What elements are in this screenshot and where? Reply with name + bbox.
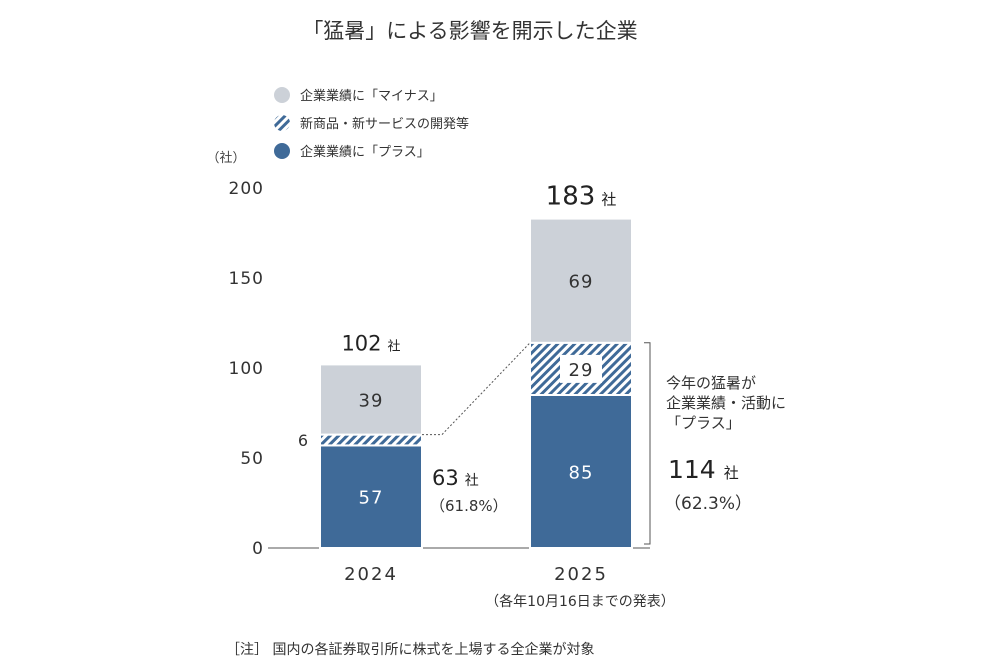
footnote: ［注］ 国内の各証券取引所に株式を上場する全企業が対象 <box>226 641 594 658</box>
y-tick-label: 0 <box>252 539 264 559</box>
bracket <box>644 342 651 545</box>
total-label: 102 社 <box>341 331 400 355</box>
legend-swatch <box>274 143 290 159</box>
subtotal-percent: （61.8%） <box>430 497 508 515</box>
bar-segment <box>319 433 423 447</box>
bracket-label: 企業業績・活動に <box>666 394 786 412</box>
subtotal-value: 114 社 <box>668 455 739 484</box>
data-label-box <box>560 354 602 383</box>
x-axis-note: （各年10月16日までの発表） <box>485 594 675 610</box>
legend-label: 企業業績に「プラス」 <box>300 144 430 160</box>
data-label: 85 <box>569 463 594 484</box>
y-axis: 0 50 100 150 200 <box>229 179 264 559</box>
bar-segment <box>319 363 423 436</box>
data-label: 39 <box>359 391 384 412</box>
data-label: 57 <box>359 488 384 509</box>
y-tick-label: 150 <box>229 269 264 289</box>
bracket-label: 「プラス」 <box>666 414 741 432</box>
subtotal-percent: （62.3%） <box>664 494 752 514</box>
bars: 57 6 39 2024 102 社 85 29 69 2025 183 社 <box>298 182 633 585</box>
y-axis-unit: （社） <box>206 150 245 166</box>
connector-line <box>422 342 531 436</box>
data-label: 29 <box>569 360 594 381</box>
legend-label: 新商品・新サービスの開発等 <box>300 116 469 132</box>
bar-segment <box>529 217 633 344</box>
subtotal-value: 63 社 <box>432 466 479 490</box>
chart-title: 「猛暑」による影響を開示した企業 <box>302 19 637 43</box>
y-tick-label: 100 <box>229 359 264 379</box>
bar-segment <box>319 444 423 549</box>
data-label: 6 <box>298 431 308 450</box>
data-label: 69 <box>569 272 594 293</box>
legend-swatch <box>274 115 290 131</box>
x-tick-label: 2024 <box>344 564 398 585</box>
legend-label: 企業業績に「マイナス」 <box>300 88 443 104</box>
y-tick-label: 50 <box>240 449 264 469</box>
x-tick-label: 2025 <box>554 564 608 585</box>
bracket-label: 今年の猛暑が <box>666 374 756 392</box>
y-tick-label: 200 <box>229 179 264 199</box>
legend-swatch <box>274 87 290 103</box>
total-label: 183 社 <box>546 182 617 212</box>
